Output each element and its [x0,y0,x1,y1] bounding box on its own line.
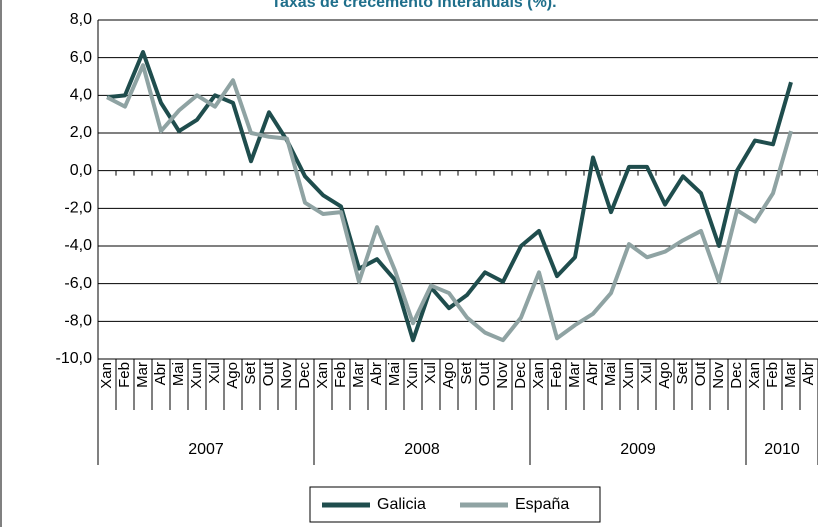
x-tick-label: Feb [764,362,781,388]
x-tick-label: Nov [278,362,295,389]
x-tick-label: Xun [404,362,421,389]
series-line [106,63,793,343]
year-label: 2010 [764,441,800,458]
x-tick-label: Feb [332,362,349,388]
x-tick-label: Mai [602,362,619,386]
y-tick-label: -6,0 [64,275,92,292]
x-tick-label: Ago [656,362,673,389]
x-tick-label: Xan [98,362,115,389]
x-tick-label: Feb [116,362,133,388]
legend-label: España [515,496,569,513]
x-tick-label: Xul [422,362,439,384]
x-tick-label: Xan [746,362,763,389]
chart-title: Taxas de crecemento interanuais (%). [271,0,556,11]
x-tick-label: Xun [188,362,205,389]
x-tick-label: Xul [206,362,223,384]
x-tick-label: Mar [350,362,367,388]
x-tick-label: Xul [638,362,655,384]
x-tick-label: Dec [512,362,529,389]
x-tick-label: Mar [134,362,151,388]
x-tick-label: Out [260,361,277,386]
x-tick-label: Xan [314,362,331,389]
y-tick-label: 8,0 [70,11,92,28]
y-tick-label: 2,0 [70,124,92,141]
y-tick-label: -10,0 [56,350,93,367]
year-label: 2007 [188,441,224,458]
y-tick-label: 0,0 [70,162,92,179]
x-tick-label: Set [674,361,691,384]
y-tick-label: 4,0 [70,87,92,104]
x-tick-label: Mai [386,362,403,386]
y-tick-label: 6,0 [70,49,92,66]
x-tick-label: Set [242,361,259,384]
y-tick-label: -2,0 [64,200,92,217]
y-tick-label: -4,0 [64,237,92,254]
year-label: 2008 [404,441,440,458]
x-tick-label: Nov [710,362,727,389]
x-tick-label: Ago [440,362,457,389]
year-label: 2009 [620,441,656,458]
x-tick-label: Mai [170,362,187,386]
x-tick-label: Nov [494,362,511,389]
x-tick-label: Dec [728,362,745,389]
x-tick-label: Mar [782,362,799,388]
x-tick-label: Out [692,361,709,386]
y-tick-label: -8,0 [64,313,92,330]
x-tick-label: Xan [530,362,547,389]
x-tick-label: Set [458,361,475,384]
x-tick-label: Ago [224,362,241,389]
legend-label: Galicia [377,496,426,513]
x-tick-label: Feb [548,362,565,388]
x-tick-label: Mar [566,362,583,388]
x-tick-label: Out [476,361,493,386]
x-tick-label: Abr [800,362,817,385]
x-tick-label: Abr [152,362,169,385]
x-tick-label: Abr [584,362,601,385]
x-tick-label: Abr [368,362,385,385]
x-tick-label: Dec [296,362,313,389]
x-tick-label: Xun [620,362,637,389]
